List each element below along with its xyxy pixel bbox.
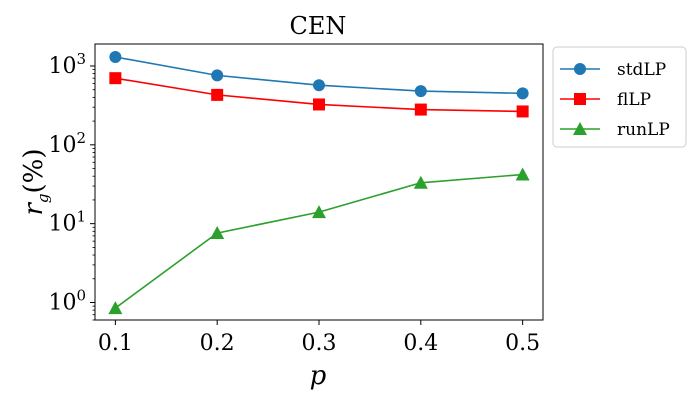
x-tick-label: 0.4 xyxy=(403,331,438,356)
y-axis-label: rg(%) xyxy=(19,148,52,215)
series-stdLP xyxy=(109,50,529,100)
legend-item-stdLP: stdLP xyxy=(560,60,666,80)
data-point-flLP xyxy=(414,103,427,116)
legend: stdLP flLP runLP xyxy=(552,46,687,148)
legend-item-flLP: flLP xyxy=(560,90,651,110)
data-point-stdLP xyxy=(516,87,529,100)
y-axis: 100 101 102 103 xyxy=(48,50,95,321)
data-point-runLP xyxy=(413,175,428,189)
x-tick-label: 0.1 xyxy=(98,331,133,356)
legend-marker xyxy=(574,93,586,105)
data-point-stdLP xyxy=(313,79,325,92)
data-point-stdLP xyxy=(109,50,122,63)
data-point-flLP xyxy=(313,98,325,111)
data-point-runLP xyxy=(312,205,326,219)
y-tick-label: 101 xyxy=(48,208,86,237)
x-tick-label: 0.5 xyxy=(505,331,540,356)
legend-marker xyxy=(573,122,587,135)
data-point-runLP xyxy=(515,167,530,181)
y-axis-label-suffix: (%) xyxy=(19,148,49,193)
x-axis-label: p xyxy=(310,361,327,391)
y-tick-label: 102 xyxy=(48,129,86,158)
series-flLP xyxy=(109,72,529,118)
x-tick-label: 0.3 xyxy=(302,331,337,356)
y-tick-label: 103 xyxy=(48,50,86,79)
legend-marker xyxy=(574,63,586,75)
x-axis: 0.1 0.2 0.3 0.4 0.5 xyxy=(98,320,540,356)
legend-label: flLP xyxy=(617,90,651,110)
y-axis-label-sub: g xyxy=(34,193,52,203)
data-point-stdLP xyxy=(414,85,427,98)
legend-item-runLP: runLP xyxy=(560,120,670,140)
x-tick-label: 0.2 xyxy=(200,331,235,356)
data-point-stdLP xyxy=(211,69,224,82)
y-tick-label: 100 xyxy=(48,287,86,316)
data-point-runLP xyxy=(210,226,225,240)
legend-box xyxy=(552,46,687,148)
legend-label: runLP xyxy=(617,120,670,140)
data-point-runLP xyxy=(108,301,123,315)
data-point-flLP xyxy=(109,72,122,85)
chart-title: CEN xyxy=(290,12,347,40)
data-point-flLP xyxy=(211,88,224,101)
series-runLP xyxy=(108,167,530,315)
y-axis-label-main: r xyxy=(19,202,49,216)
legend-items: stdLP flLP runLP xyxy=(560,60,670,140)
data-point-flLP xyxy=(516,105,529,118)
legend-label: stdLP xyxy=(617,60,666,80)
series-layer xyxy=(108,50,530,315)
